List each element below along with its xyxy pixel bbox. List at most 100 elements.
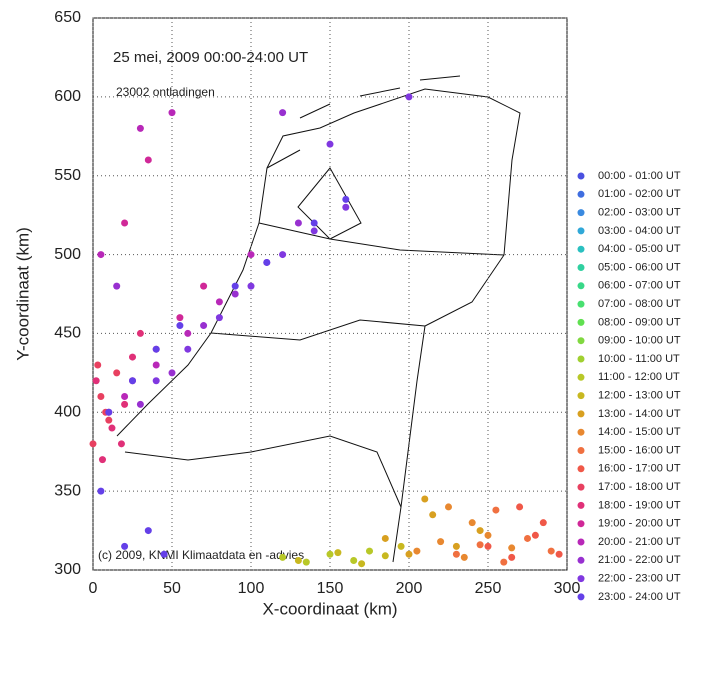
point bbox=[310, 227, 318, 235]
point bbox=[97, 393, 105, 401]
y-tick-label: 450 bbox=[54, 325, 81, 342]
point bbox=[108, 424, 116, 432]
legend-marker bbox=[577, 282, 585, 290]
point bbox=[366, 547, 373, 555]
point bbox=[121, 400, 129, 408]
x-tick-label: 100 bbox=[238, 580, 265, 597]
legend-label: 00:00 - 01:00 UT bbox=[598, 170, 681, 182]
x-tick-label: 150 bbox=[317, 580, 344, 597]
y-tick-label: 650 bbox=[54, 9, 81, 26]
x-tick-label: 300 bbox=[554, 580, 581, 597]
legend-marker bbox=[577, 264, 585, 271]
point bbox=[524, 534, 531, 542]
point bbox=[279, 109, 287, 117]
point bbox=[531, 531, 539, 539]
point bbox=[405, 93, 413, 101]
point bbox=[129, 377, 136, 385]
legend-label: 20:00 - 21:00 UT bbox=[598, 536, 681, 548]
point bbox=[184, 345, 192, 353]
point bbox=[152, 361, 160, 369]
point bbox=[342, 203, 350, 211]
y-tick-label: 500 bbox=[54, 246, 81, 263]
legend-label: 07:00 - 08:00 UT bbox=[598, 298, 681, 310]
point bbox=[89, 440, 97, 448]
annotation: 23002 ontladingen bbox=[116, 85, 215, 99]
legend-label: 18:00 - 19:00 UT bbox=[598, 499, 681, 511]
legend-marker bbox=[577, 227, 585, 235]
point bbox=[97, 251, 105, 259]
point bbox=[484, 531, 492, 539]
legend-label: 15:00 - 16:00 UT bbox=[598, 444, 681, 456]
point bbox=[437, 538, 445, 546]
point bbox=[294, 557, 302, 565]
point bbox=[247, 251, 255, 259]
legend-label: 10:00 - 11:00 UT bbox=[598, 353, 680, 365]
point bbox=[247, 282, 255, 290]
legend-label: 04:00 - 05:00 UT bbox=[598, 243, 681, 255]
point bbox=[492, 506, 500, 514]
point bbox=[92, 377, 100, 385]
point bbox=[358, 560, 366, 568]
point bbox=[231, 282, 239, 290]
x-axis-label: X-coordinaat (km) bbox=[262, 599, 397, 618]
point bbox=[168, 109, 176, 117]
legend-marker bbox=[577, 483, 585, 491]
y-axis-label: Y-coordinaat (km) bbox=[13, 227, 32, 361]
point bbox=[129, 353, 136, 361]
legend-label: 06:00 - 07:00 UT bbox=[598, 280, 681, 292]
point bbox=[215, 314, 223, 322]
point bbox=[200, 282, 208, 290]
y-tick-label: 600 bbox=[54, 88, 81, 105]
legend-marker bbox=[577, 447, 585, 454]
legend-marker bbox=[577, 501, 585, 509]
point bbox=[508, 553, 516, 561]
y-tick-label: 400 bbox=[54, 404, 81, 421]
legend-marker bbox=[577, 245, 585, 253]
point bbox=[460, 553, 468, 561]
point bbox=[539, 519, 547, 527]
point bbox=[136, 124, 144, 132]
point bbox=[326, 550, 334, 558]
legend-marker bbox=[577, 318, 585, 326]
point bbox=[397, 542, 405, 550]
legend-label: 12:00 - 13:00 UT bbox=[598, 390, 681, 402]
point bbox=[98, 456, 106, 464]
point bbox=[117, 440, 125, 448]
x-tick-label: 0 bbox=[89, 580, 98, 597]
point bbox=[294, 219, 302, 227]
point bbox=[302, 558, 310, 566]
legend-marker bbox=[577, 428, 585, 436]
point bbox=[105, 408, 113, 416]
point bbox=[445, 503, 452, 511]
point bbox=[484, 542, 492, 550]
legend-label: 05:00 - 06:00 UT bbox=[598, 261, 681, 273]
point bbox=[381, 534, 389, 542]
point bbox=[452, 550, 460, 558]
point bbox=[152, 345, 160, 353]
legend-label: 02:00 - 03:00 UT bbox=[598, 207, 681, 219]
point bbox=[555, 550, 563, 558]
point bbox=[547, 547, 555, 555]
point bbox=[113, 282, 121, 290]
point bbox=[168, 369, 176, 377]
legend-label: 16:00 - 17:00 UT bbox=[598, 463, 681, 475]
legend-marker bbox=[577, 556, 585, 564]
legend-label: 01:00 - 02:00 UT bbox=[598, 188, 681, 200]
point bbox=[310, 219, 318, 227]
point bbox=[160, 550, 168, 558]
x-tick-label: 250 bbox=[475, 580, 502, 597]
point bbox=[476, 541, 484, 549]
legend-label: 03:00 - 04:00 UT bbox=[598, 225, 681, 237]
point bbox=[176, 322, 184, 330]
point bbox=[200, 322, 208, 330]
legend-marker bbox=[577, 465, 585, 473]
point bbox=[144, 527, 152, 535]
legend-marker bbox=[577, 392, 585, 400]
point bbox=[516, 503, 524, 511]
point bbox=[263, 258, 271, 266]
legend-label: 17:00 - 18:00 UT bbox=[598, 481, 681, 493]
legend-marker bbox=[577, 538, 585, 546]
x-tick-label: 50 bbox=[163, 580, 181, 597]
annotation: (c) 2009, KNMI Klimaatdata en -advies bbox=[98, 548, 304, 562]
